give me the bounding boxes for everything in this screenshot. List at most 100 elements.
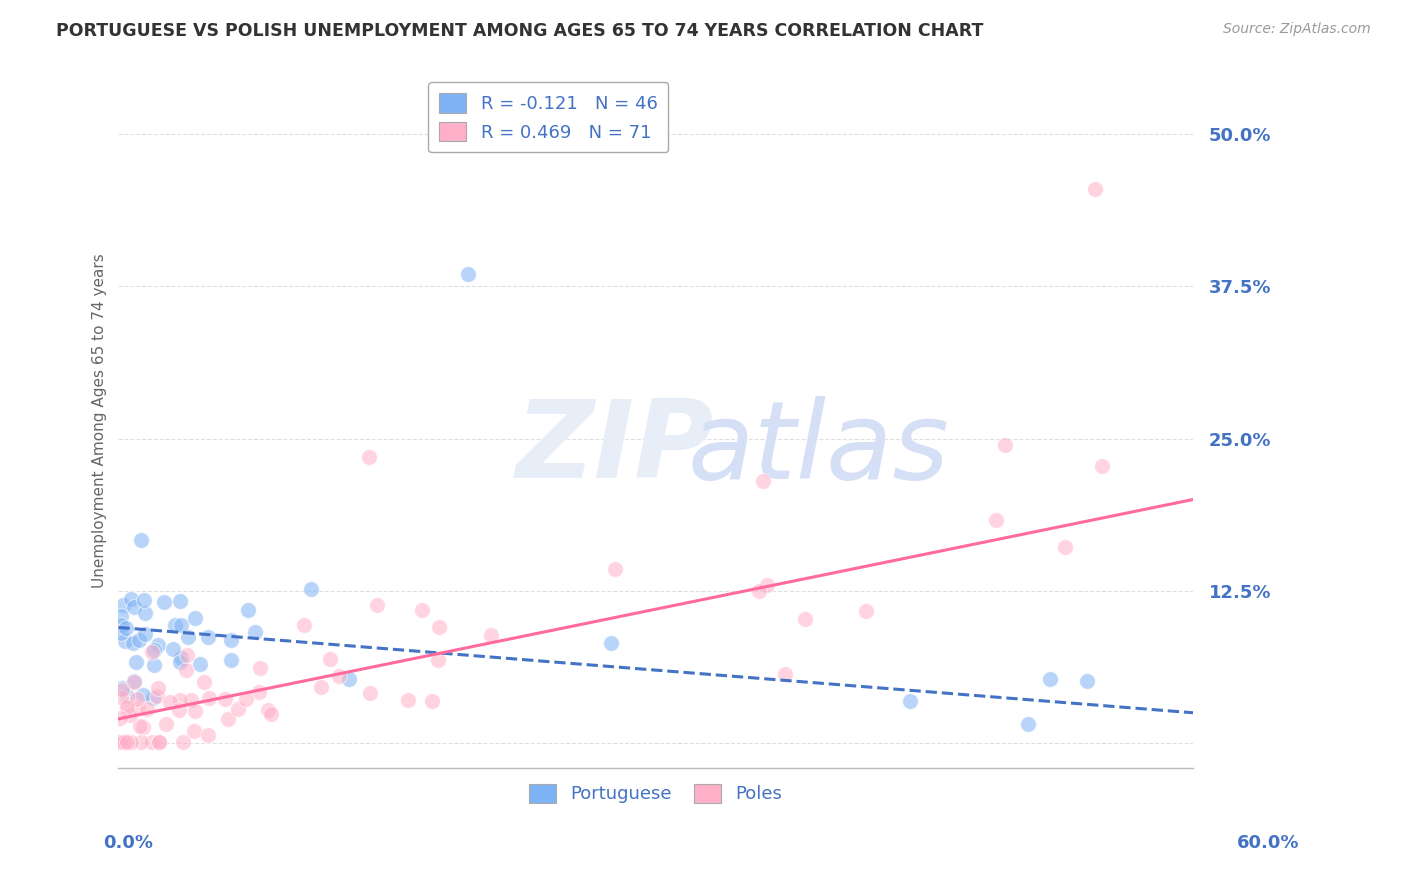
Point — [111, 598, 134, 612]
Point — [898, 694, 921, 708]
Point — [122, 673, 145, 688]
Point — [328, 669, 350, 683]
Point — [183, 724, 205, 739]
Text: ZIP: ZIP — [516, 395, 714, 501]
Point — [855, 604, 877, 618]
Point — [174, 663, 197, 677]
Legend: Portuguese, Poles: Portuguese, Poles — [522, 776, 790, 811]
Point — [457, 267, 479, 281]
Point — [115, 690, 138, 704]
Point — [217, 712, 239, 726]
Point — [427, 620, 450, 634]
Point — [170, 651, 193, 665]
Point — [110, 690, 132, 705]
Point — [110, 618, 132, 632]
Point — [747, 583, 769, 598]
Point — [219, 632, 242, 647]
Point — [197, 691, 219, 706]
Point — [188, 657, 211, 671]
Point — [114, 622, 136, 636]
Point — [141, 735, 163, 749]
Point — [132, 593, 155, 607]
Point — [148, 735, 170, 749]
Point — [122, 636, 145, 650]
Point — [337, 672, 360, 686]
Point — [141, 645, 163, 659]
Point — [169, 656, 191, 670]
Point — [197, 630, 219, 644]
Point — [793, 612, 815, 626]
Point — [180, 692, 202, 706]
Point — [366, 598, 388, 612]
Point — [132, 688, 155, 702]
Point — [309, 680, 332, 694]
Text: 0.0%: 0.0% — [103, 834, 153, 852]
Text: atlas: atlas — [688, 395, 950, 500]
Point — [170, 618, 193, 632]
Text: Source: ZipAtlas.com: Source: ZipAtlas.com — [1223, 22, 1371, 37]
Point — [1039, 672, 1062, 686]
Point — [197, 727, 219, 741]
Point — [773, 666, 796, 681]
Point — [319, 651, 342, 665]
Point — [481, 628, 503, 642]
Point — [148, 735, 170, 749]
Point — [299, 582, 322, 597]
Point — [427, 653, 450, 667]
Point — [146, 681, 169, 695]
Point — [994, 438, 1017, 452]
Point — [249, 661, 271, 675]
Point — [1017, 716, 1039, 731]
Point — [110, 608, 132, 623]
Point — [236, 603, 259, 617]
Point — [172, 735, 194, 749]
Point — [752, 474, 775, 488]
Point — [193, 675, 215, 690]
Point — [257, 703, 280, 717]
Point — [420, 694, 443, 708]
Point — [183, 704, 205, 718]
Point — [134, 606, 156, 620]
Point — [120, 592, 142, 607]
Point — [169, 594, 191, 608]
Point — [214, 691, 236, 706]
Point — [986, 513, 1008, 527]
Point — [128, 719, 150, 733]
Point — [1054, 540, 1077, 554]
Point — [359, 450, 381, 464]
Point — [110, 735, 132, 749]
Point — [411, 602, 433, 616]
Point — [162, 641, 184, 656]
Point — [120, 708, 142, 723]
Point — [115, 735, 138, 749]
Point — [292, 618, 315, 632]
Y-axis label: Unemployment Among Ages 65 to 74 years: Unemployment Among Ages 65 to 74 years — [93, 253, 107, 588]
Point — [1091, 459, 1114, 474]
Point — [159, 695, 181, 709]
Point — [111, 683, 134, 698]
Point — [599, 636, 621, 650]
Point — [114, 735, 136, 749]
Point — [235, 692, 257, 706]
Point — [125, 691, 148, 706]
Point — [110, 735, 132, 749]
Point — [755, 578, 778, 592]
Point — [243, 624, 266, 639]
Point — [184, 610, 207, 624]
Point — [153, 595, 176, 609]
Point — [247, 685, 270, 699]
Point — [128, 632, 150, 647]
Point — [259, 706, 281, 721]
Point — [110, 711, 132, 725]
Point — [115, 697, 138, 711]
Point — [163, 618, 186, 632]
Point — [122, 600, 145, 615]
Point — [155, 716, 177, 731]
Point — [129, 735, 152, 749]
Point — [110, 681, 132, 696]
Point — [146, 689, 169, 703]
Point — [122, 675, 145, 690]
Point — [148, 638, 170, 652]
Point — [115, 699, 138, 714]
Point — [169, 693, 191, 707]
